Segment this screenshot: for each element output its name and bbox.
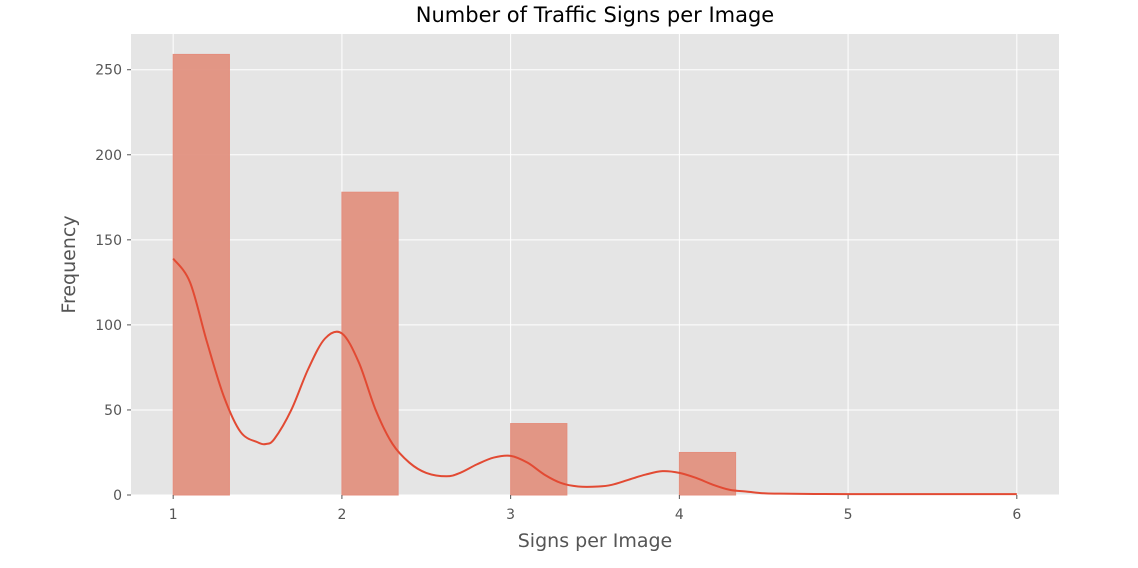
histogram-bar: [678, 451, 737, 496]
x-tick-label: 2: [337, 507, 346, 523]
y-tick-label: 250: [95, 63, 122, 79]
plot-area: [131, 34, 1059, 495]
histogram-bar: [341, 191, 399, 496]
y-tick-label: 50: [104, 403, 122, 419]
kde-line: [172, 257, 1017, 496]
bars: [172, 53, 737, 496]
chart-title: Number of Traffic Signs per Image: [416, 3, 774, 27]
y-tick-label: 0: [113, 488, 122, 504]
axis-ticks: 1 2 3 4 5 6 0 50 100 150 200 250: [95, 63, 1021, 523]
x-tick-label: 4: [675, 507, 684, 523]
y-tick-label: 200: [95, 148, 122, 164]
x-tick-label: 5: [844, 507, 853, 523]
x-tick-label: 1: [169, 507, 178, 523]
x-tick-label: 3: [506, 507, 515, 523]
histogram-bar: [172, 53, 230, 496]
y-tick-label: 150: [95, 233, 122, 249]
x-tick-label: 6: [1012, 507, 1021, 523]
y-tick-label: 100: [95, 318, 122, 334]
grid: [131, 34, 1059, 496]
x-axis-label: Signs per Image: [518, 530, 673, 552]
y-axis-label: Frequency: [58, 215, 80, 313]
